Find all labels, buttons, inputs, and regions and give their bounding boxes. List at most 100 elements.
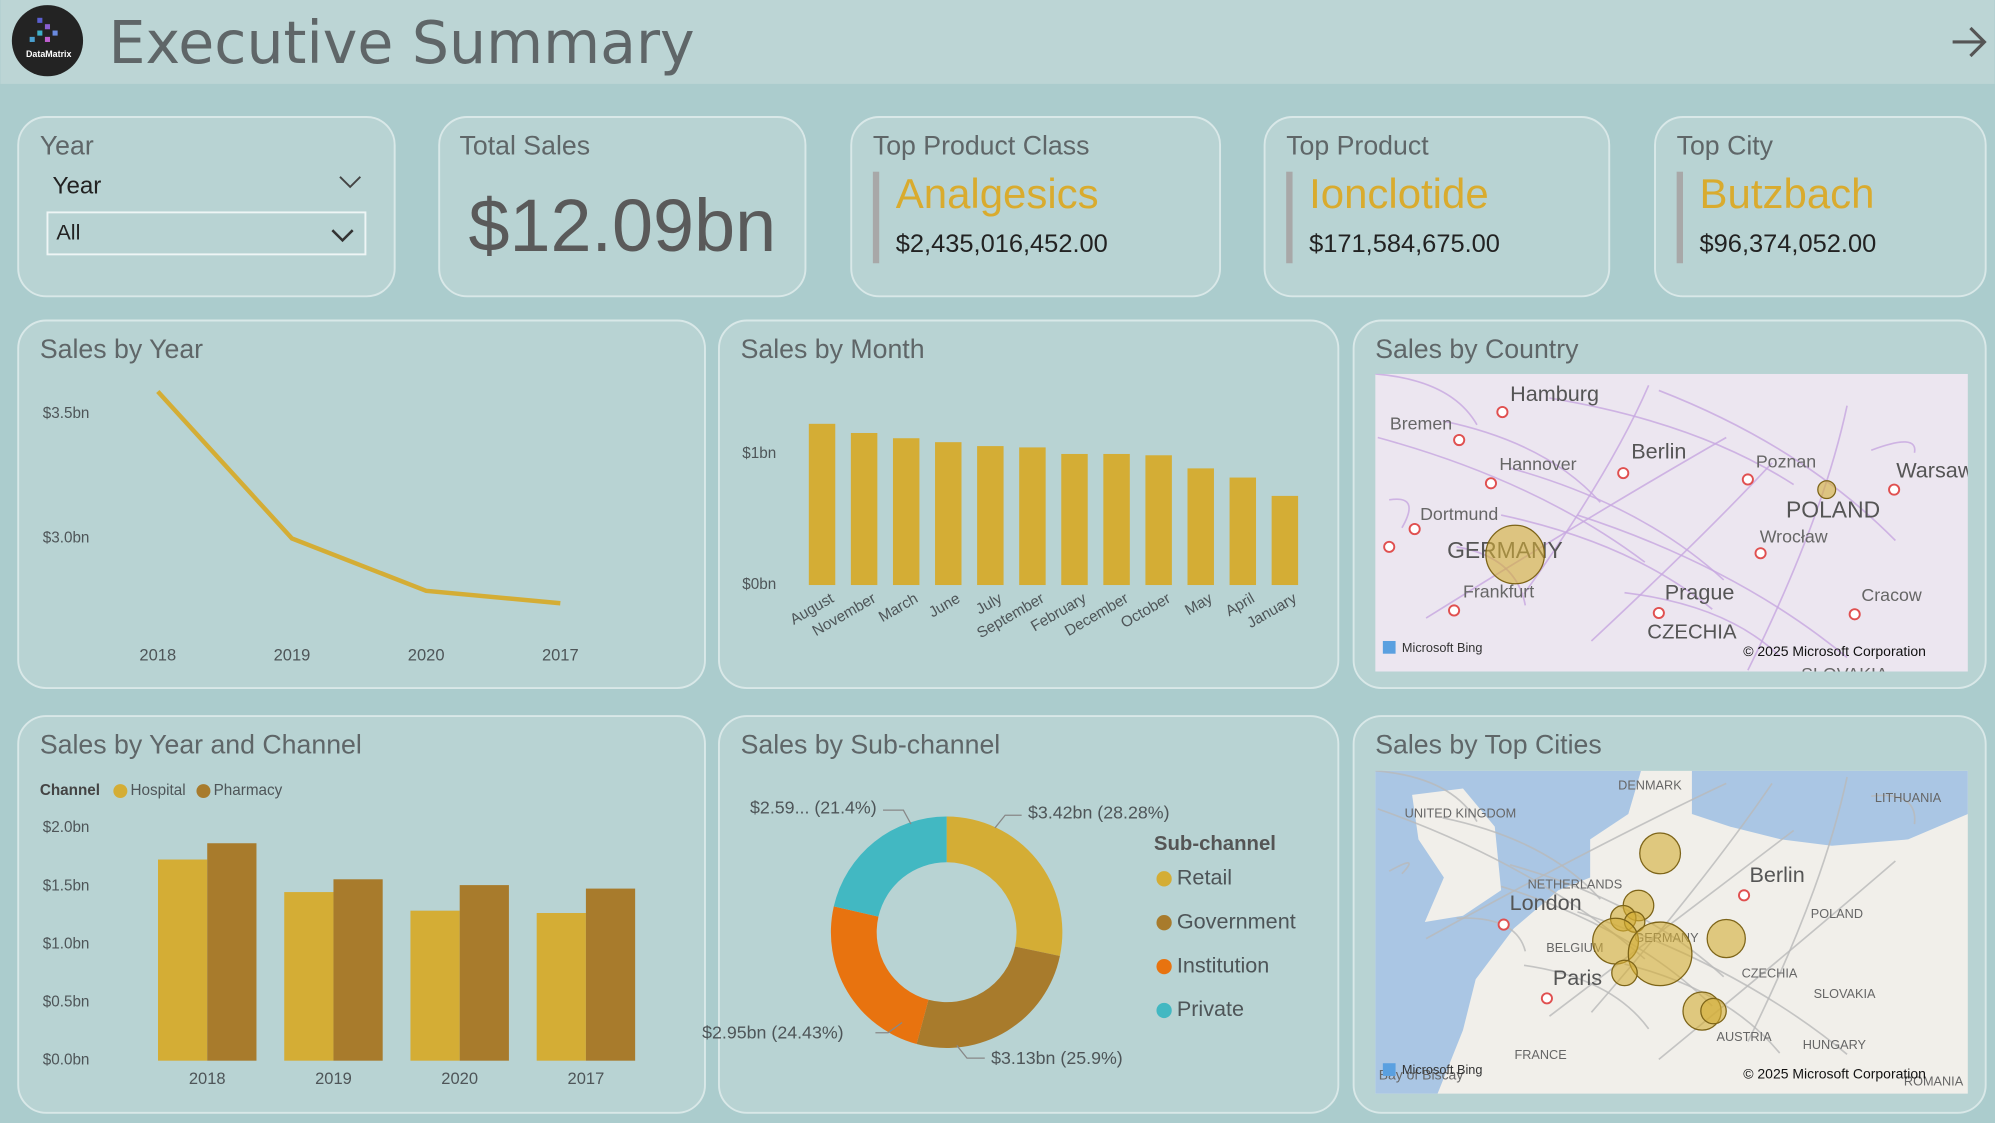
- y-tick-label: $3.0bn: [43, 530, 90, 547]
- map-bubble[interactable]: [1700, 997, 1727, 1025]
- kpi-value: $171,584,675.00: [1309, 230, 1500, 258]
- y-tick-label: $1.5bn: [43, 877, 90, 894]
- map-road: [1590, 462, 1773, 642]
- legend-label[interactable]: Retail: [1177, 865, 1232, 890]
- kpi-label: Top Product: [1286, 131, 1429, 161]
- filter-field[interactable]: Year: [53, 172, 102, 199]
- city-marker: [1848, 608, 1861, 621]
- map-label: SLOVAKIA: [1814, 986, 1876, 1001]
- legend-marker[interactable]: [1156, 871, 1172, 887]
- map-label: ROMANIA: [1904, 1074, 1964, 1089]
- bar[interactable]: [1229, 477, 1257, 586]
- legend-marker[interactable]: [1156, 958, 1172, 975]
- bar[interactable]: [207, 843, 257, 1061]
- bar[interactable]: [850, 432, 878, 586]
- donut-slice[interactable]: [830, 906, 929, 1045]
- donut-slice[interactable]: [916, 946, 1060, 1048]
- legend-label[interactable]: Hospital: [131, 782, 186, 799]
- bar[interactable]: [977, 446, 1004, 586]
- legend-marker[interactable]: [1156, 915, 1172, 931]
- city-marker: [1741, 473, 1754, 486]
- map-label: Frankfurt: [1463, 581, 1534, 601]
- map-bubble[interactable]: [1706, 918, 1746, 959]
- donut-slice[interactable]: [833, 816, 947, 917]
- city-marker: [1888, 483, 1901, 496]
- bar[interactable]: [158, 859, 208, 1061]
- map-road: [1523, 964, 1650, 1030]
- bar[interactable]: [410, 910, 460, 1061]
- chart-title: Sales by Country: [1375, 334, 1579, 364]
- bar[interactable]: [892, 438, 920, 586]
- x-tick-label: 2017: [568, 1069, 605, 1088]
- chart-card: [17, 319, 706, 689]
- legend-marker[interactable]: [113, 784, 128, 799]
- legend-label[interactable]: Government: [1177, 908, 1296, 933]
- map-road: [1747, 405, 1848, 671]
- city-marker: [1448, 604, 1461, 617]
- map-road: [1375, 373, 1478, 426]
- chevron[interactable]: [339, 176, 362, 189]
- kpi-card: [850, 116, 1222, 298]
- legend-marker[interactable]: [196, 784, 211, 799]
- bar[interactable]: [1061, 453, 1088, 586]
- map-bubble[interactable]: [1817, 480, 1837, 500]
- next-page-arrow[interactable]: [1952, 26, 1987, 58]
- map-background[interactable]: [1375, 373, 1968, 672]
- bar[interactable]: [1103, 453, 1130, 586]
- legend-title: Channel: [40, 782, 100, 799]
- kpi-accent: [1286, 171, 1293, 264]
- legend-label[interactable]: Institution: [1177, 952, 1270, 977]
- map-road: [1747, 776, 1848, 1042]
- chart-panel: Sales by Year $3.0bn $3.5bn 2018 2019 2020 201…: [17, 319, 706, 689]
- map-bubble[interactable]: [1627, 921, 1693, 987]
- kpi-card: [438, 116, 807, 298]
- city-marker: [1754, 547, 1767, 560]
- legend-marker[interactable]: [1156, 1002, 1172, 1019]
- y-tick-label: $0.0bn: [43, 1052, 90, 1069]
- bar[interactable]: [1187, 468, 1214, 586]
- bar[interactable]: [585, 888, 636, 1061]
- city-marker: [1453, 434, 1466, 447]
- map-road: [1523, 385, 1650, 595]
- bar[interactable]: [1145, 455, 1172, 586]
- map-bubble[interactable]: [1485, 524, 1546, 585]
- map-road: [1388, 862, 1410, 875]
- chart-title: Sales by Month: [741, 334, 925, 364]
- map-bubble[interactable]: [1639, 832, 1682, 875]
- map-label: Hannover: [1499, 454, 1576, 474]
- legend-label[interactable]: Pharmacy: [214, 782, 283, 799]
- map-label: FRANCE: [1514, 1047, 1566, 1062]
- city-marker: [1497, 918, 1510, 931]
- x-tick-label: 2018: [189, 1069, 226, 1088]
- kpi-accent: [872, 171, 880, 264]
- map-road: [1425, 436, 1727, 619]
- bar[interactable]: [333, 879, 383, 1061]
- bar[interactable]: [808, 423, 836, 586]
- city-marker: [1540, 992, 1553, 1005]
- map-label: Bremen: [1390, 413, 1452, 433]
- map-bubble[interactable]: [1611, 959, 1638, 987]
- map-road: [1389, 498, 1410, 529]
- filter-card: [17, 116, 396, 298]
- map-label: BELGIUM: [1546, 940, 1603, 955]
- legend-label[interactable]: Private: [1177, 996, 1244, 1021]
- bar[interactable]: [1019, 447, 1046, 586]
- dropdown[interactable]: [46, 211, 367, 256]
- map-attribution: © 2025 Microsoft Corporation: [1743, 643, 1926, 659]
- bar[interactable]: [1271, 495, 1299, 586]
- bar[interactable]: [536, 913, 586, 1061]
- city-marker: [1484, 477, 1497, 490]
- y-tick-label: $0bn: [742, 576, 776, 593]
- donut-slice[interactable]: [946, 816, 1063, 956]
- dropdown-value[interactable]: All: [56, 220, 80, 245]
- leader-line: [883, 809, 912, 825]
- data-label: $3.42bn (28.28%): [1028, 803, 1170, 823]
- chevron[interactable]: [331, 229, 354, 243]
- bar[interactable]: [459, 885, 509, 1061]
- map-road: [1442, 420, 1601, 503]
- map-road: [1870, 441, 1916, 453]
- bar[interactable]: [284, 892, 334, 1061]
- map-label: London: [1510, 890, 1582, 915]
- bar[interactable]: [935, 442, 962, 586]
- kpi-card: [1654, 116, 1987, 298]
